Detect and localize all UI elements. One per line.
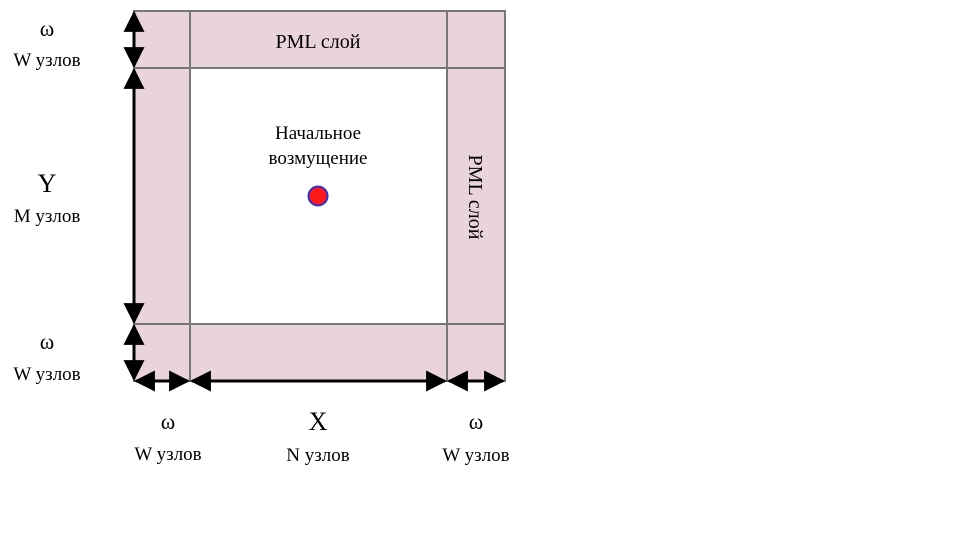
bottom-left-symbol: ω <box>161 409 175 434</box>
left-top-symbol: ω <box>40 16 54 41</box>
left-middle-symbol: Y <box>38 169 57 198</box>
pml-right-label: PML слой <box>464 155 486 240</box>
bottom-right-nodes: W узлов <box>442 445 509 466</box>
bottom-middle-symbol: X <box>309 407 328 436</box>
source-label-line2: возмущение <box>269 148 368 169</box>
bottom-middle-nodes: N узлов <box>286 445 349 466</box>
pml-top-label: PML слой <box>276 31 361 53</box>
bottom-right-symbol: ω <box>469 409 483 434</box>
left-top-nodes: W узлов <box>13 50 80 71</box>
left-bottom-symbol: ω <box>40 329 54 354</box>
bottom-left-nodes: W узлов <box>134 444 201 465</box>
left-bottom-nodes: W узлов <box>13 364 80 385</box>
red-dot-icon <box>307 185 329 207</box>
pml-layer-frame <box>133 10 506 382</box>
left-middle-nodes: M узлов <box>14 206 81 227</box>
source-label-line1: Начальное <box>275 123 361 144</box>
